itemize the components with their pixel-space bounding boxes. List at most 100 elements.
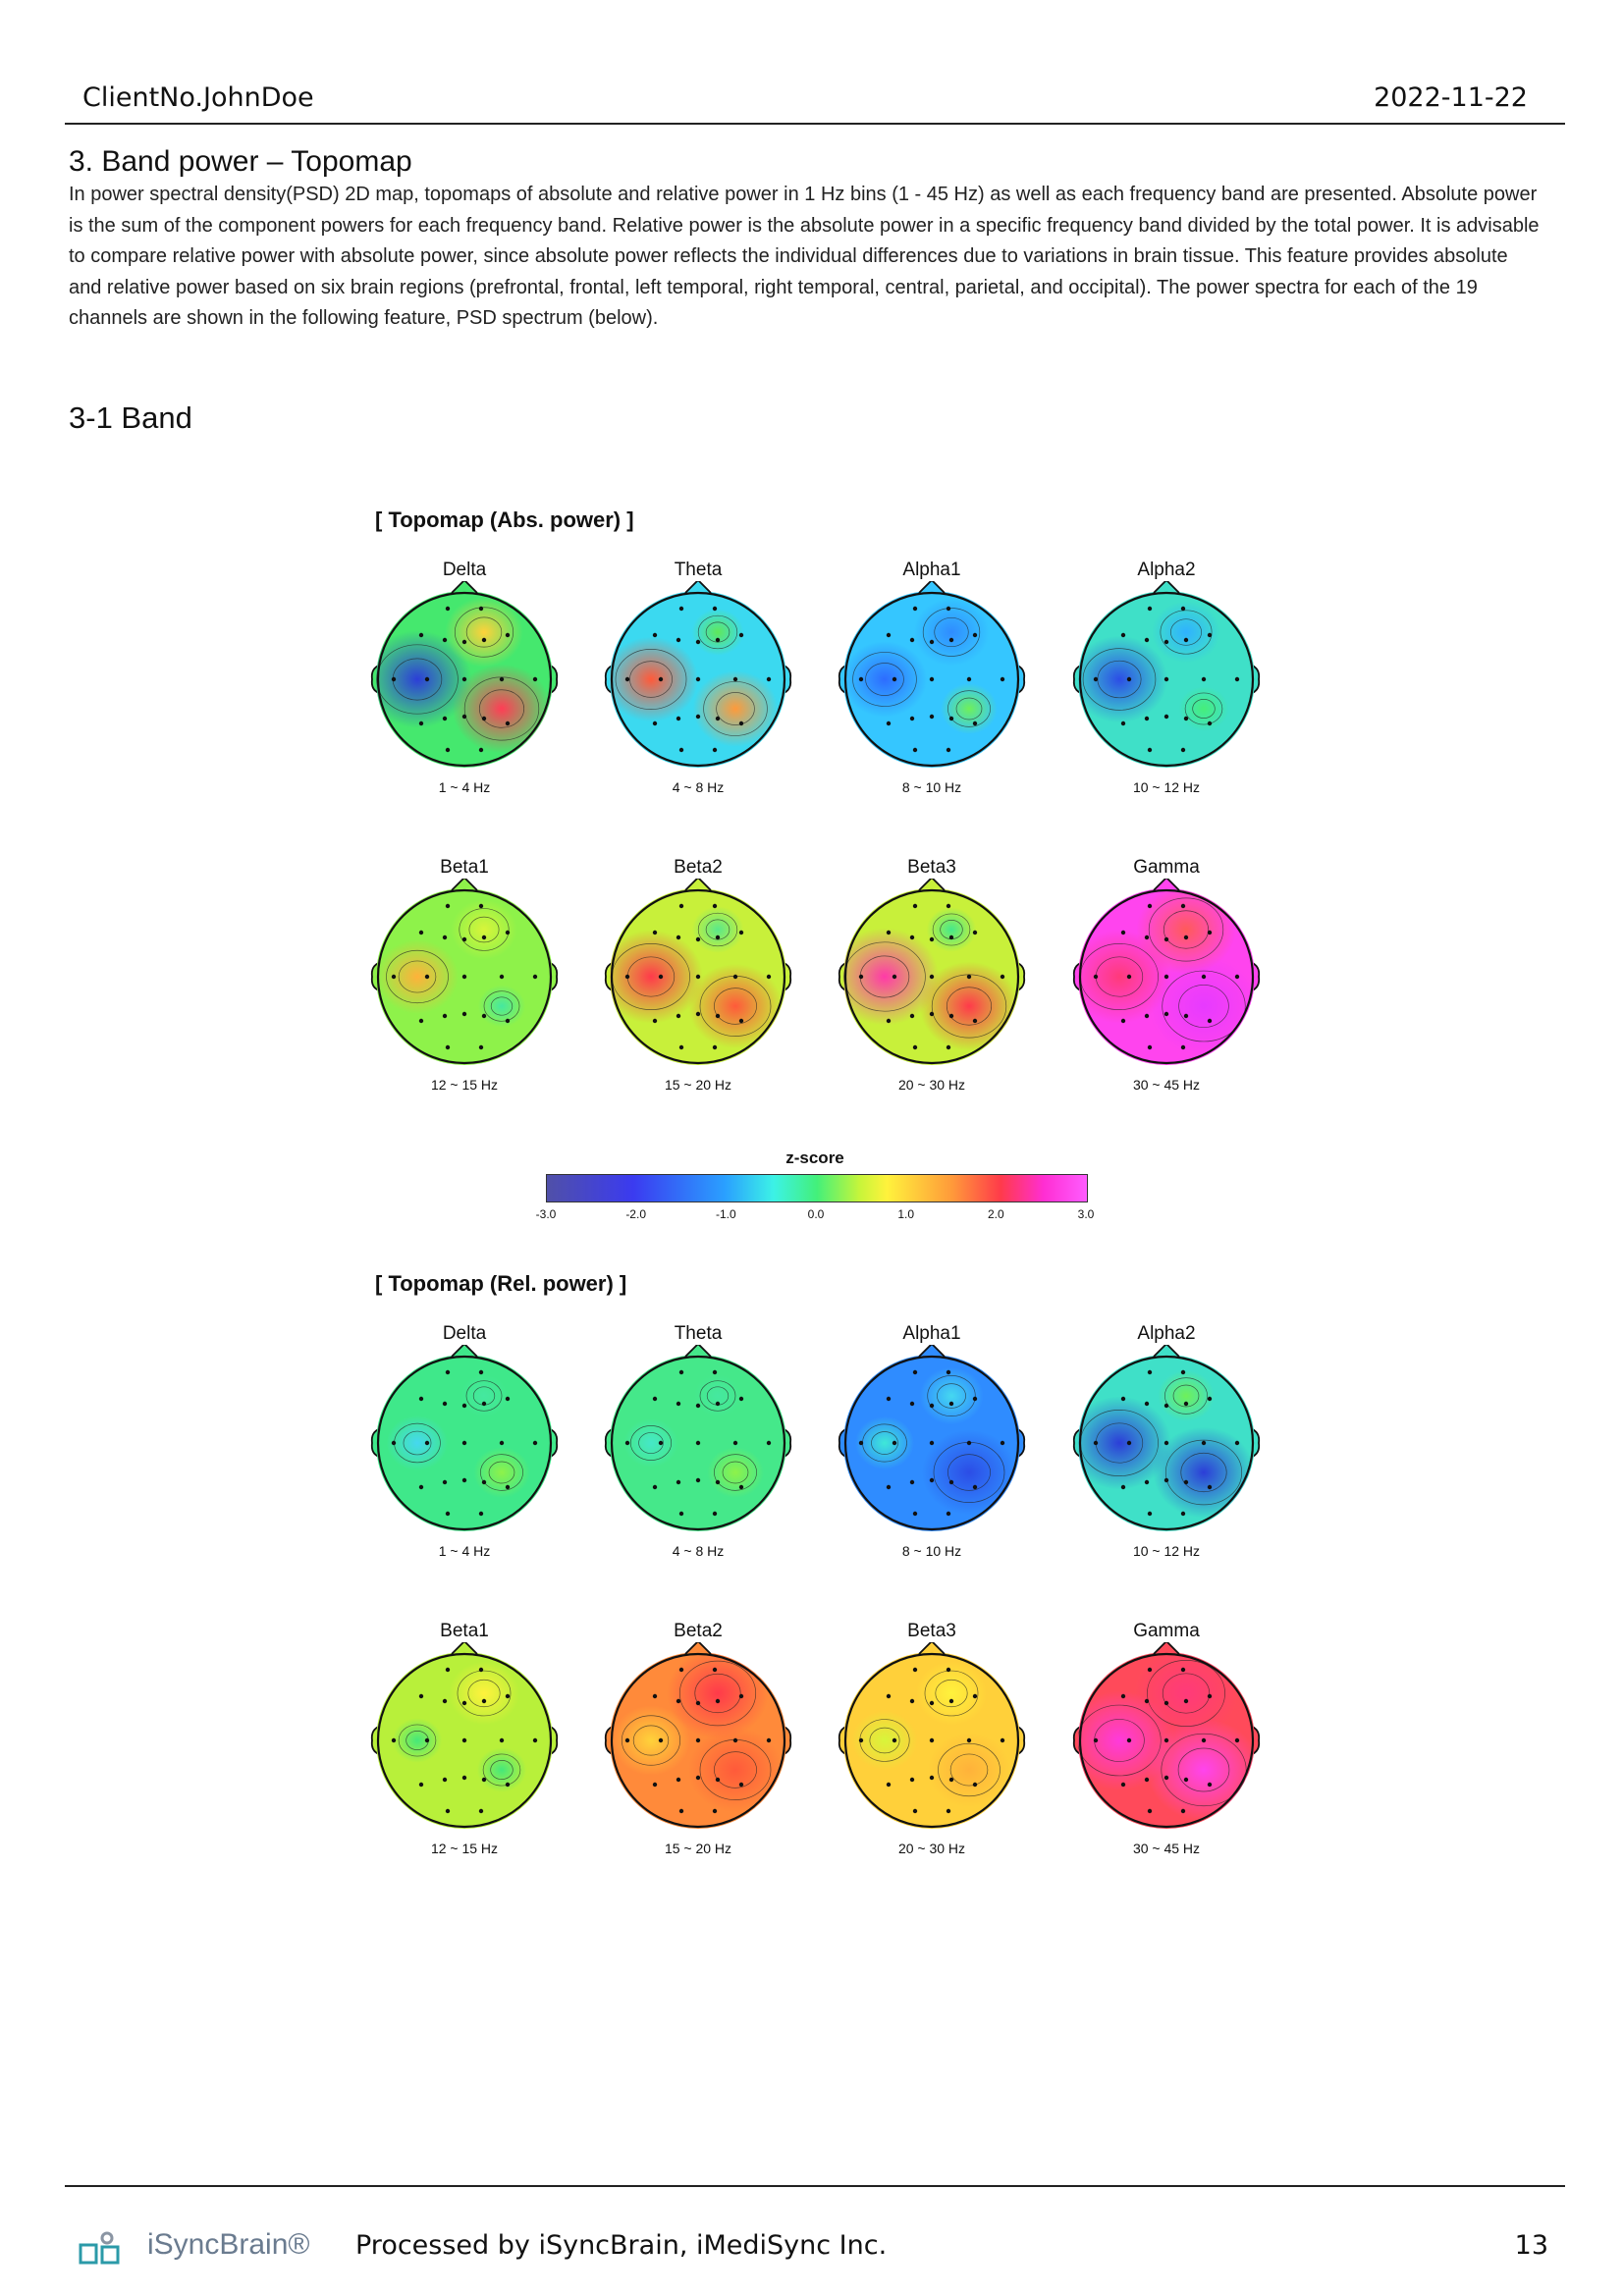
electrode-dot	[972, 1396, 978, 1402]
electrode-dot	[1180, 1369, 1186, 1375]
electrode-dot	[1147, 1044, 1153, 1050]
electrode-dot	[658, 1440, 664, 1446]
zscore-blob	[851, 1710, 918, 1771]
contour-line	[398, 960, 437, 993]
electrode-dot	[391, 1737, 397, 1743]
electrode-dot	[738, 632, 744, 638]
electrode-dot	[738, 1782, 744, 1788]
contour-line	[935, 1679, 968, 1708]
electrode-dot	[912, 1511, 918, 1517]
electrode-dot	[1147, 1667, 1153, 1673]
topomap-band-name: Gamma	[1133, 1621, 1200, 1641]
colorbar-tick: -1.0	[715, 1207, 736, 1221]
electrode-dot	[624, 974, 630, 980]
nose-outline	[1153, 1642, 1180, 1655]
electrode-dot	[1120, 1693, 1126, 1699]
electrode-dot	[445, 1808, 451, 1814]
contour-line	[454, 607, 514, 658]
electrode-dot	[715, 1013, 721, 1019]
contour-line	[1082, 648, 1157, 711]
electrode-dot	[505, 632, 511, 638]
zscore-blob	[691, 906, 744, 953]
electrode-dot	[858, 676, 864, 682]
frequency-range: 1 ~ 4 Hz	[438, 1543, 491, 1559]
topomap-theta: Theta 4 ~ 8 Hz	[600, 1323, 796, 1559]
zscore-blob	[1134, 1652, 1238, 1740]
electrode-dot	[972, 632, 978, 638]
electrode-dot	[712, 606, 718, 612]
topomap-alpha1: Alpha1 8 ~ 10 Hz	[834, 560, 1030, 795]
topomap-delta: Delta 1 ~ 4 Hz	[366, 560, 563, 795]
electrode-dot	[424, 1440, 430, 1446]
electrode-dot	[505, 721, 511, 726]
contour-line	[465, 616, 503, 648]
electrode-dot	[929, 1775, 935, 1781]
contour-line	[1160, 610, 1213, 655]
zscore-blob	[460, 1374, 508, 1417]
electrode-dot	[442, 1479, 448, 1485]
electrode-dot	[715, 1479, 721, 1485]
contour-line	[483, 990, 520, 1022]
electrode-dot	[1183, 1401, 1189, 1407]
colorbar-label: z-score	[785, 1148, 844, 1167]
zscore-colorbar: z-score -3.0 -2.0 -1.0 0.0 1.0 2.0 3.0	[530, 1148, 1109, 1227]
head-map	[1072, 581, 1261, 768]
electrode-dot	[1180, 747, 1186, 753]
topomap-band-name: Beta1	[440, 1621, 489, 1641]
head-outline	[610, 1355, 786, 1531]
electrode-dot	[481, 1698, 487, 1704]
zscore-blob	[610, 636, 698, 722]
contour-line	[947, 690, 991, 727]
contour-line	[1147, 1659, 1225, 1728]
topomap-beta2: Beta2 15 ~ 20 Hz	[600, 1621, 796, 1856]
topomap-band-name: Beta2	[674, 1621, 723, 1641]
contour-line	[459, 908, 510, 951]
nose-outline	[918, 581, 946, 594]
electrode-dot	[886, 1396, 892, 1402]
electrode-dot	[1000, 1737, 1005, 1743]
nose-outline	[918, 879, 946, 891]
contour-line	[1172, 1384, 1200, 1408]
zscore-blob	[691, 609, 744, 656]
head-outline	[1078, 1355, 1255, 1531]
electrode-dot	[1183, 1777, 1189, 1783]
electrode-dot	[418, 1484, 424, 1490]
electrode-dot	[624, 1440, 630, 1446]
electrode-dot	[1147, 1511, 1153, 1517]
electrode-dot	[732, 676, 738, 682]
electrode-dot	[712, 747, 718, 753]
topomap-beta1: Beta1 12 ~ 15 Hz	[366, 1621, 563, 1856]
electrode-dot	[678, 1667, 684, 1673]
head-map	[370, 581, 559, 768]
electrode-dot	[461, 714, 467, 720]
electrode-dot	[929, 974, 935, 980]
electrode-dot	[442, 934, 448, 940]
electrode-dot	[478, 1044, 484, 1050]
zscore-blob	[376, 939, 459, 1014]
head-map	[1072, 879, 1261, 1065]
zscore-blob	[1152, 601, 1220, 664]
zscore-blob	[855, 1416, 914, 1469]
electrode-dot	[478, 903, 484, 909]
electrode-dot	[505, 930, 511, 935]
electrode-dot	[1207, 1693, 1213, 1699]
topomap-band-name: Beta2	[674, 857, 723, 878]
electrode-dot	[1183, 934, 1189, 940]
electrode-dot	[892, 1737, 897, 1743]
frequency-range: 10 ~ 12 Hz	[1132, 1543, 1201, 1559]
electrode-dot	[858, 1440, 864, 1446]
electrode-dot	[418, 930, 424, 935]
contour-line	[615, 649, 687, 710]
electrode-dot	[652, 721, 658, 726]
electrode-dot	[929, 1440, 935, 1446]
topomap-beta2: Beta2 15 ~ 20 Hz	[600, 857, 796, 1093]
electrode-dot	[715, 1401, 721, 1407]
electrode-dot	[1201, 974, 1207, 980]
electrode-dot	[712, 1808, 718, 1814]
electrode-dot	[1147, 747, 1153, 753]
frequency-range: 12 ~ 15 Hz	[430, 1841, 499, 1856]
electrode-dot	[478, 606, 484, 612]
contour-line	[949, 1753, 989, 1787]
electrode-dot	[738, 1396, 744, 1402]
electrode-dot	[445, 903, 451, 909]
